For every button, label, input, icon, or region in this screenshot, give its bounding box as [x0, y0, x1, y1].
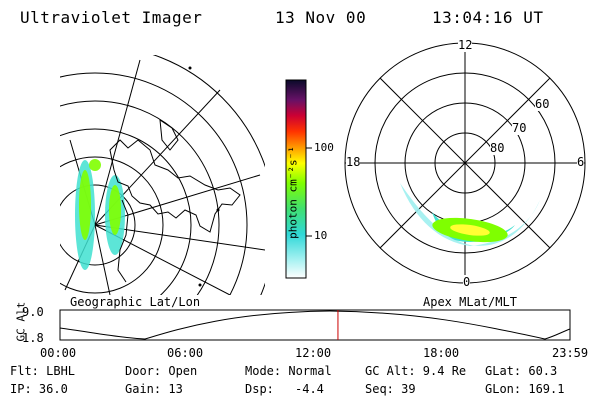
- timeline-xtick-0600: 06:00: [167, 346, 204, 360]
- timeline-ytick-bottom: 1.8: [22, 331, 44, 345]
- status-dsp-label: Dsp:: [245, 382, 274, 396]
- colorbar-tick-10: 10: [314, 229, 328, 242]
- status-dsp-value: -4.4: [295, 382, 324, 396]
- status-door: Door: Open: [125, 364, 198, 378]
- status-glon: GLon: 169.1: [485, 382, 565, 396]
- status-seq: Seq: 39: [365, 382, 416, 396]
- instrument-title: Ultraviolet Imager: [20, 8, 203, 27]
- mlt-label-6: 6: [577, 155, 585, 169]
- colorbar-tick-100: 100: [314, 141, 334, 154]
- polar-title: Apex MLat/MLT: [423, 295, 517, 309]
- mlt-label-0: 0: [463, 275, 471, 289]
- mlat-label-60: 60: [535, 97, 550, 111]
- image-time: 13:04:16 UT: [432, 8, 544, 27]
- image-date: 13 Nov 00: [275, 8, 367, 27]
- status-glat: GLat: 60.3: [485, 364, 558, 378]
- timeline-xtick-1200: 12:00: [295, 346, 332, 360]
- altitude-curve: [59, 310, 571, 340]
- mlt-label-18: 18: [346, 155, 361, 169]
- timeline-xtick-1800: 18:00: [423, 346, 460, 360]
- polar-aurora: [400, 183, 540, 246]
- map-title: Geographic Lat/Lon: [70, 295, 201, 309]
- timeline-xtick-0000: 00:00: [40, 346, 77, 360]
- map-aurora: [75, 159, 125, 270]
- status-ip: IP: 36.0: [10, 382, 68, 396]
- status-mode: Mode: Normal: [245, 364, 332, 378]
- status-gc-alt: GC Alt: 9.4 Re: [365, 364, 467, 378]
- timeline-ytick-top: 9.0: [22, 305, 44, 319]
- timeline-xtick-2359: 23:59: [552, 346, 589, 360]
- mlat-label-80: 80: [490, 141, 505, 155]
- status-gain: Gain: 13: [125, 382, 183, 396]
- mlt-label-12: 12: [458, 38, 473, 52]
- mlat-label-70: 70: [512, 121, 527, 135]
- status-filter: Flt: LBHL: [10, 364, 76, 378]
